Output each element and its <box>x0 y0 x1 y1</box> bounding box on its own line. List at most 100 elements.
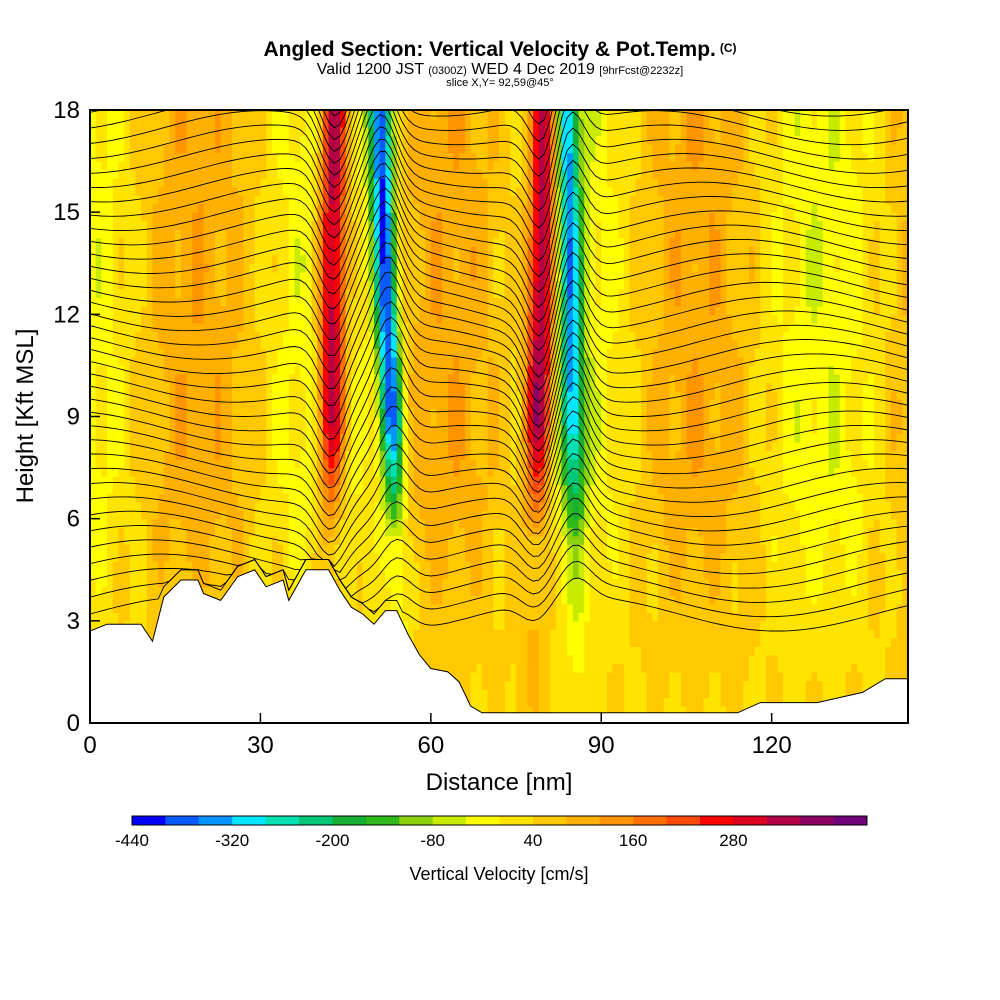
velocity-cell <box>658 578 665 588</box>
velocity-cell <box>476 697 483 707</box>
velocity-cell <box>527 527 534 537</box>
velocity-cell <box>141 620 148 630</box>
velocity-cell <box>669 697 676 707</box>
velocity-cell <box>726 450 733 460</box>
velocity-cell <box>737 535 744 545</box>
velocity-cell <box>879 646 886 656</box>
velocity-cell <box>430 450 438 460</box>
velocity-cell <box>430 484 438 494</box>
velocity-cell <box>805 527 813 537</box>
velocity-cell <box>618 620 625 630</box>
velocity-cell <box>890 484 898 494</box>
velocity-cell <box>811 467 818 477</box>
velocity-cell <box>680 612 688 622</box>
velocity-cell <box>118 493 125 503</box>
velocity-cell <box>646 595 653 605</box>
velocity-cell <box>254 544 262 554</box>
velocity-cell <box>834 433 841 443</box>
velocity-cell <box>527 646 534 656</box>
velocity-cell <box>817 442 824 452</box>
velocity-cell <box>345 433 352 443</box>
velocity-cell <box>646 663 653 673</box>
velocity-cell <box>447 561 455 571</box>
velocity-cell <box>260 459 267 469</box>
velocity-cell <box>305 493 313 503</box>
velocity-cell <box>430 586 438 596</box>
velocity-cell <box>368 467 375 477</box>
velocity-cell <box>794 561 801 571</box>
velocity-cell <box>879 586 886 596</box>
velocity-cell <box>391 459 398 469</box>
velocity-cell <box>419 501 426 511</box>
velocity-cell <box>158 569 165 579</box>
velocity-cell <box>487 459 494 469</box>
velocity-cell <box>481 459 489 469</box>
velocity-cell <box>822 501 830 511</box>
velocity-cell <box>95 510 102 520</box>
velocity-cell <box>413 467 421 477</box>
velocity-cell <box>476 688 483 699</box>
velocity-cell <box>868 646 875 656</box>
velocity-cell <box>629 637 636 647</box>
velocity-cell <box>107 450 114 460</box>
velocity-cell <box>692 671 699 682</box>
velocity-cell <box>322 561 330 571</box>
velocity-cell <box>419 433 426 443</box>
velocity-cell <box>879 493 886 503</box>
velocity-cell <box>618 688 625 699</box>
velocity-cell <box>731 433 739 443</box>
velocity-cell <box>499 535 506 545</box>
velocity-cell <box>124 603 131 613</box>
velocity-cell <box>271 569 279 579</box>
velocity-cell <box>800 578 807 588</box>
velocity-cell <box>442 442 449 452</box>
velocity-cell <box>158 561 165 571</box>
velocity-cell <box>720 629 727 639</box>
velocity-cell <box>845 510 852 520</box>
velocity-cell <box>777 518 784 528</box>
velocity-cell <box>635 620 642 630</box>
velocity-cell <box>675 612 682 622</box>
velocity-cell <box>873 552 881 562</box>
velocity-cell <box>209 459 216 469</box>
velocity-cell <box>873 459 881 469</box>
velocity-cell <box>595 603 602 613</box>
velocity-cell <box>737 646 744 656</box>
velocity-cell <box>731 552 739 562</box>
velocity-cell <box>141 527 148 537</box>
velocity-cell <box>413 595 421 605</box>
velocity-cell <box>243 484 250 494</box>
velocity-cell <box>737 552 744 562</box>
velocity-cell <box>777 544 784 554</box>
velocity-cell <box>697 671 705 682</box>
velocity-cell <box>129 569 137 579</box>
velocity-cell <box>748 527 756 537</box>
velocity-cell <box>663 552 671 562</box>
velocity-cell <box>129 476 137 486</box>
velocity-cell <box>902 595 908 605</box>
velocity-cell <box>879 433 886 443</box>
velocity-cell <box>112 561 119 571</box>
velocity-cell <box>623 442 631 452</box>
velocity-cell <box>748 459 756 469</box>
velocity-cell <box>294 467 301 477</box>
velocity-cell <box>220 535 227 545</box>
velocity-cell <box>305 484 313 494</box>
velocity-cell <box>328 527 335 537</box>
velocity-cell <box>533 518 540 528</box>
velocity-cell <box>805 544 813 554</box>
velocity-cell <box>214 467 222 477</box>
velocity-cell <box>822 637 830 647</box>
velocity-cell <box>675 501 682 511</box>
velocity-cell <box>192 535 199 545</box>
velocity-cell <box>601 646 608 656</box>
velocity-cell <box>862 518 869 528</box>
velocity-cell <box>765 620 773 630</box>
velocity-cell <box>481 697 489 707</box>
velocity-cell <box>663 544 671 554</box>
velocity-cell <box>794 510 801 520</box>
velocity-cell <box>748 680 756 690</box>
velocity-cell <box>169 450 176 460</box>
velocity-cell <box>595 629 602 639</box>
velocity-cell <box>453 578 460 588</box>
